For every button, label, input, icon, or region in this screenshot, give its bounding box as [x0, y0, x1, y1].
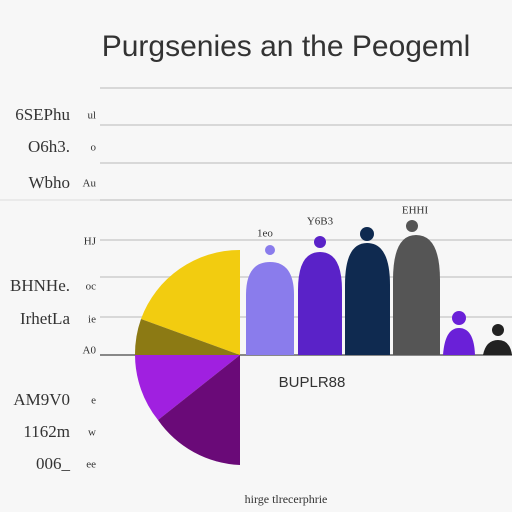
pie-slice [141, 249, 240, 355]
row-label: o [91, 142, 97, 154]
figures [246, 220, 512, 355]
mid-label: BUPLR88 [279, 374, 346, 391]
row-label: e [91, 395, 96, 407]
row-label: O6h3. [28, 137, 70, 156]
row-label: w [88, 427, 96, 439]
pie-slice [135, 355, 240, 420]
row-label: A0 [83, 345, 97, 357]
row-labels: 6SEPhu ul O6h3. o Wbho Au HJ BHNHe. oc IrhetLa ie A… [10, 105, 97, 473]
row-label: Au [83, 178, 97, 190]
row-label: Wbho [28, 173, 70, 192]
row-label: ee [86, 459, 96, 471]
row-label: 6SEPhu [15, 105, 70, 124]
bar-label: 1eo [257, 228, 273, 240]
row-label: 1162m [23, 422, 70, 441]
row-label: ie [88, 314, 96, 326]
pie-slice [158, 355, 240, 465]
pie [134, 249, 240, 465]
row-label: HJ [84, 236, 97, 248]
footer: hirge tlrecerphrie [245, 492, 328, 506]
row-label: IrhetLa [20, 309, 70, 328]
bar-label: Y6B3 [307, 216, 334, 228]
title: Purgsenies an the Peogeml [102, 30, 471, 63]
row-label: BHNHe. [10, 276, 70, 295]
pie-slice [134, 319, 240, 355]
row-label: oc [86, 281, 97, 293]
row-label: AM9V0 [13, 390, 70, 409]
row-label: 006_ [36, 454, 71, 473]
row-label: ul [87, 110, 96, 122]
bar-label: EHHI [402, 205, 429, 217]
